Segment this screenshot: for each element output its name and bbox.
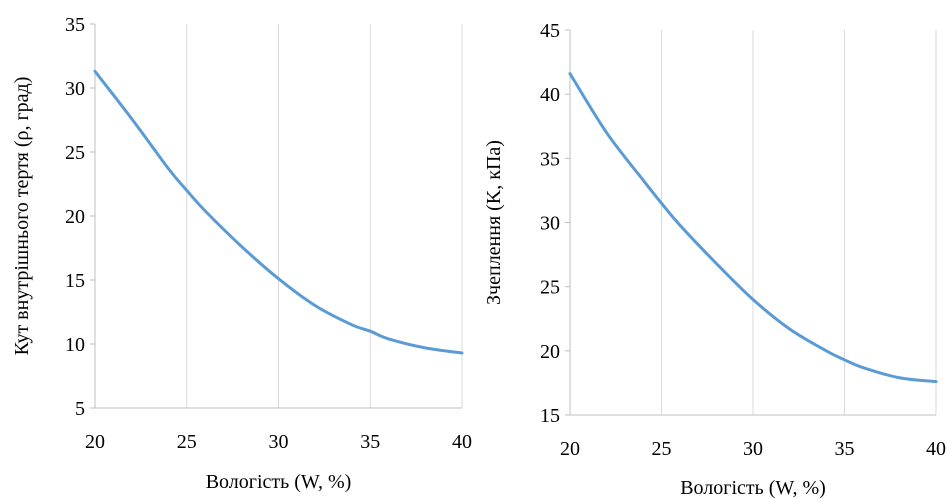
- x-axis-title: Вологість (W, %): [206, 471, 352, 493]
- y-axis-title: Зчеплення (K, кПа): [483, 140, 505, 305]
- y-tick-label: 10: [65, 334, 85, 356]
- y-tick-label: 40: [540, 84, 560, 106]
- x-tick-label: 25: [652, 438, 672, 460]
- y-tick-label: 35: [65, 14, 85, 36]
- x-axis-title: Вологість (W, %): [680, 477, 826, 499]
- y-tick-label: 25: [65, 142, 85, 164]
- y-tick-label: 45: [540, 20, 560, 42]
- series-line: [568, 72, 938, 384]
- x-tick-label: 35: [835, 438, 855, 460]
- x-tick-label: 20: [560, 438, 580, 460]
- x-tick-label: 30: [743, 438, 763, 460]
- y-tick-label: 25: [540, 277, 560, 299]
- x-tick-label: 25: [177, 431, 197, 453]
- y-tick-label: 15: [540, 405, 560, 427]
- chart-friction-angle: 20 25 30 35 40 5 10 15 20 25 30 35 Вологість (W, %) К…: [11, 14, 472, 493]
- x-tick-label: 30: [269, 431, 289, 453]
- y-tick-label: 35: [540, 148, 560, 170]
- y-tick-label: 30: [540, 213, 560, 235]
- series-line: [93, 69, 464, 355]
- x-tick-label: 20: [85, 431, 105, 453]
- y-tick-label: 15: [65, 270, 85, 292]
- y-tick-label: 30: [65, 78, 85, 100]
- y-tick-label: 20: [65, 206, 85, 228]
- x-tick-label: 40: [452, 431, 472, 453]
- y-axis-title: Кут внутрішнього тертя (ρ, град): [11, 77, 33, 356]
- y-tick-label: 20: [540, 341, 560, 363]
- x-tick-label: 40: [926, 438, 946, 460]
- x-tick-label: 35: [360, 431, 380, 453]
- y-tick-label: 5: [75, 398, 85, 420]
